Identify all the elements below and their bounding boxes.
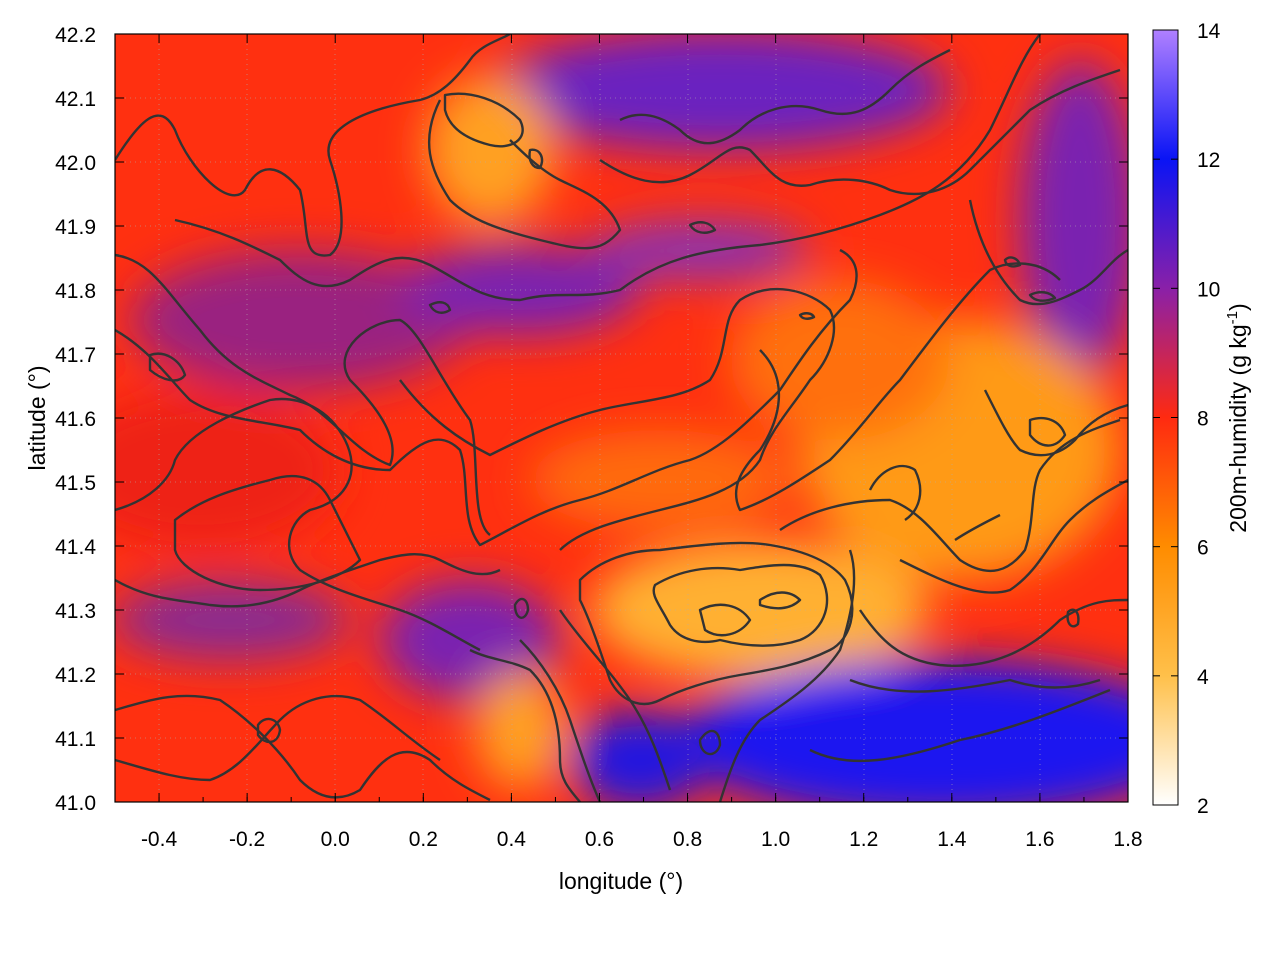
contour-line: [798, 312, 816, 320]
x-tick-label: 0.8: [673, 828, 702, 851]
x-tick-label: 0.4: [497, 828, 527, 851]
contour-line: [619, 48, 951, 145]
colorbar-tick-label: 12: [1197, 149, 1220, 172]
x-tick-label: -0.4: [141, 828, 178, 851]
contour-line: [173, 474, 362, 592]
contour-line: [968, 199, 1128, 306]
contour-line: [652, 563, 829, 647]
contour-line: [427, 99, 622, 250]
contour-line: [578, 541, 854, 706]
contour-line: [443, 92, 524, 148]
contour-line: [428, 301, 452, 314]
contour-line: [1003, 256, 1022, 268]
contour-line: [115, 694, 441, 782]
y-tick-label: 42.1: [55, 88, 96, 111]
contour-line: [758, 591, 802, 610]
y-tick-label: 42.2: [55, 24, 96, 47]
contour-line: [148, 352, 187, 382]
y-tick-label: 41.2: [55, 664, 96, 687]
contour-line: [174, 34, 1041, 302]
colorbar-title-end: ): [1225, 303, 1251, 311]
contour-line: [698, 603, 752, 637]
y-tick-label: 41.1: [55, 728, 96, 751]
contour-line: [469, 648, 581, 802]
contour-line: [399, 287, 836, 551]
x-tick-label: -0.2: [229, 828, 265, 851]
colorbar-tick-label: 10: [1197, 278, 1220, 301]
contour-line: [983, 389, 1128, 457]
contour-line: [513, 597, 530, 619]
colorbar-tick-label: 4: [1197, 666, 1209, 689]
contour-line: [559, 609, 672, 791]
colorbar-title-sup: -1: [1224, 311, 1241, 324]
x-tick-label: 1.2: [849, 828, 878, 851]
y-tick-label: 41.5: [55, 472, 96, 495]
contour-line: [256, 717, 282, 744]
contour-line: [688, 221, 717, 234]
contour-line: [1028, 290, 1057, 302]
colorbar-tick-label: 14: [1197, 20, 1221, 43]
contour-lines: [115, 34, 1128, 802]
contour-line: [1028, 416, 1067, 447]
x-tick-label: 0.0: [321, 828, 350, 851]
contour-line: [849, 678, 1101, 693]
y-tick-label: 41.0: [55, 792, 96, 815]
contour-line: [954, 513, 1001, 541]
contour-line: [899, 478, 1128, 594]
y-axis-ticks: 41.0 41.1 41.2 41.3 41.4 41.5 41.6 41.7 41.8 41.9…: [55, 24, 1128, 815]
contour-line: [115, 694, 491, 802]
y-tick-label: 41.8: [55, 280, 96, 303]
contour-line: [528, 148, 544, 170]
colorbar-title-main: 200m-humidity (g kg: [1225, 324, 1251, 532]
contour-line: [734, 262, 1061, 512]
y-tick-label: 41.6: [55, 408, 96, 431]
y-tick-label: 42.0: [55, 152, 96, 175]
contour-line: [1066, 608, 1080, 628]
colorbar-tick-label: 2: [1197, 795, 1209, 818]
x-axis-title: longitude (°): [559, 868, 683, 894]
colorbar-tick-label: 8: [1197, 408, 1209, 431]
colorbar-tick-label: 6: [1197, 537, 1209, 560]
x-tick-label: 1.8: [1113, 828, 1142, 851]
x-tick-label: 1.0: [761, 828, 790, 851]
contour-line: [868, 464, 922, 521]
contour-line: [859, 598, 1128, 667]
y-axis-title: latitude (°): [24, 365, 50, 470]
contour-line: [115, 34, 511, 257]
y-tick-label: 41.7: [55, 344, 96, 367]
contour-line: [718, 549, 856, 802]
x-tick-label: 0.6: [585, 828, 614, 851]
y-tick-label: 41.4: [55, 536, 96, 559]
contour-line: [599, 68, 1121, 196]
y-tick-label: 41.9: [55, 216, 96, 239]
y-tick-label: 41.3: [55, 600, 96, 623]
contour-line: [809, 688, 1111, 763]
contour-line: [519, 639, 602, 802]
contour-line: [115, 253, 491, 536]
colorbar-ticks: 2 4 6 8 10 12 14: [1153, 20, 1221, 818]
grid: [115, 34, 1128, 802]
contour-line: [698, 729, 722, 756]
x-axis-ticks: -0.4 -0.2 0.0 0.2 0.4 0.6 0.8 1.0 1.2 1.4 1.6 1.8: [114, 34, 1143, 851]
contour-line: [115, 397, 481, 652]
x-tick-label: 1.4: [937, 828, 967, 851]
x-tick-label: 0.2: [409, 828, 438, 851]
contour-line: [779, 418, 1121, 573]
contour-line: [115, 248, 858, 547]
x-tick-label: 1.6: [1025, 828, 1054, 851]
colorbar-title: 200m-humidity (g kg-1): [1224, 303, 1251, 532]
